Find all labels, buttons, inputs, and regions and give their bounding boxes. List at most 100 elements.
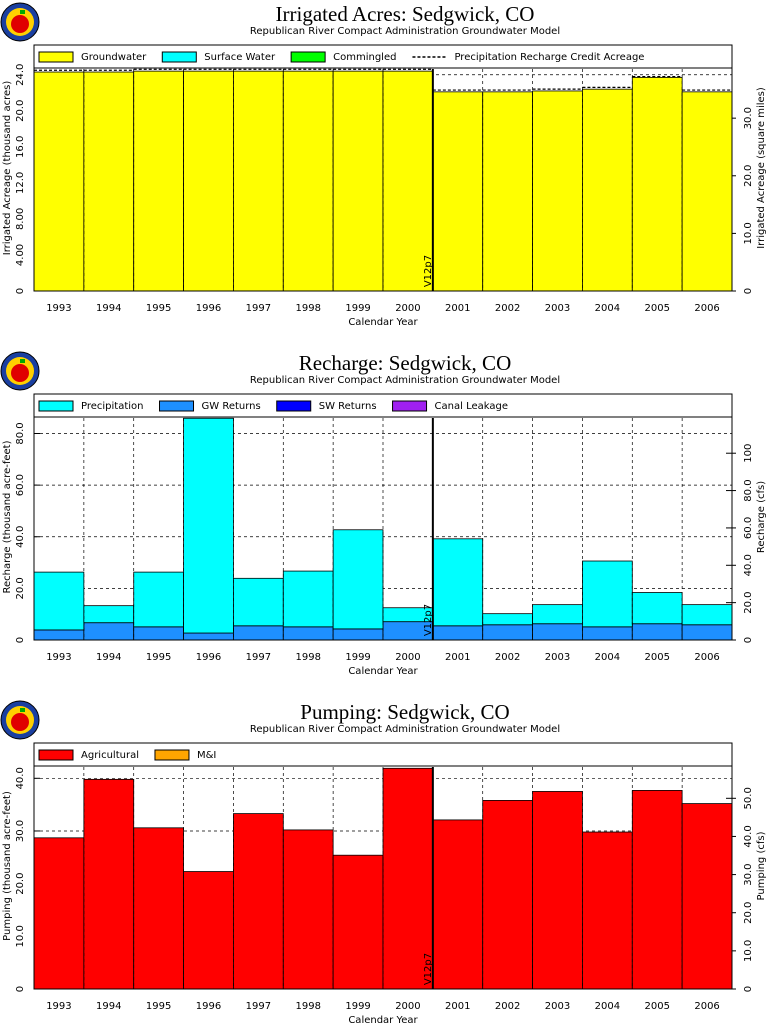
chart-subtitle: Republican River Compact Administration … (250, 26, 560, 37)
legend-label: Groundwater (81, 52, 147, 63)
chart-title: Pumping: Sedgwick, CO (300, 700, 509, 724)
x-tick-label: 1999 (345, 652, 370, 663)
legend-label: Surface Water (204, 52, 276, 63)
plot-frame (33, 742, 733, 990)
y-tick-label: 0 (15, 986, 26, 992)
bar (83, 605, 135, 624)
bar (582, 626, 633, 641)
y-tick-label: 0 (15, 637, 26, 643)
chart-title: Recharge: Sedgwick, CO (299, 351, 511, 375)
x-tick-label: 1993 (46, 1001, 71, 1012)
legend-swatch (154, 749, 190, 761)
bar (233, 577, 284, 627)
legend-label: Commingled (333, 52, 396, 63)
x-tick-label: 2005 (644, 652, 669, 663)
legend-swatch (159, 400, 195, 412)
x-tick-label: 2006 (694, 652, 719, 663)
x-tick-label: 1995 (146, 1001, 171, 1012)
x-tick-label: 2000 (395, 652, 420, 663)
logo-leaf (20, 708, 25, 712)
bar (681, 91, 733, 292)
x-tick-label: 2003 (545, 1001, 570, 1012)
y2-tick-label: 60.0 (743, 517, 754, 539)
y2-tick-label: 80.0 (743, 479, 754, 501)
x-tick-label: 1993 (46, 303, 71, 314)
y-tick-label: 20.0 (15, 577, 26, 599)
y-tick-label: 24.0 (15, 64, 26, 86)
bar (233, 813, 284, 990)
x-tick-label: 2006 (694, 303, 719, 314)
x-tick-label: 2004 (595, 303, 620, 314)
bar (532, 623, 583, 641)
bar (282, 70, 334, 292)
bar (631, 790, 683, 990)
bar (133, 70, 184, 292)
x-tick-label: 1994 (96, 303, 121, 314)
logo-apple (11, 713, 29, 731)
bar (482, 613, 533, 626)
y2-tick-label: 0 (743, 637, 754, 643)
bar (582, 88, 633, 292)
y2-tick-label: 20.0 (743, 165, 754, 187)
legend-swatch (392, 400, 428, 412)
bar (83, 778, 135, 990)
y2-axis-label: Recharge (cfs) (756, 481, 767, 553)
logo-apple (11, 15, 29, 33)
x-axis-label: Calendar Year (348, 1015, 418, 1024)
bar (83, 622, 135, 641)
y2-tick-label: 20.0 (743, 592, 754, 614)
legend-swatch (38, 749, 74, 761)
legend-label: Agricultural (81, 750, 139, 761)
x-tick-label: 2006 (694, 1001, 719, 1012)
y-tick-label: 12.0 (15, 172, 26, 194)
bar (183, 417, 234, 634)
bar (631, 623, 683, 641)
y-tick-label: 30.0 (15, 820, 26, 842)
y-axis-label: Pumping (thousand acre-feet) (2, 791, 13, 941)
x-tick-label: 2002 (495, 303, 520, 314)
x-tick-label: 1996 (196, 303, 221, 314)
y2-tick-label: 40.0 (743, 825, 754, 847)
y-tick-label: 4.00 (15, 244, 26, 266)
bar (183, 632, 234, 641)
y-tick-label: 20.0 (15, 100, 26, 122)
y2-tick-label: 40.0 (743, 554, 754, 576)
y2-tick-label: 0 (743, 288, 754, 294)
bar (282, 829, 334, 990)
legend-label: SW Returns (319, 401, 377, 412)
y-tick-label: 8.00 (15, 208, 26, 230)
bar (332, 529, 384, 630)
x-tick-label: 1998 (295, 1001, 320, 1012)
bar (33, 837, 85, 990)
y2-axis-label: Irrigated Acreage (square miles) (756, 87, 767, 249)
bar (432, 625, 484, 641)
legend-swatch (38, 51, 74, 63)
chart-title: Irrigated Acres: Sedgwick, CO (276, 2, 535, 26)
y2-tick-label: 50.0 (743, 787, 754, 809)
bar (582, 831, 633, 990)
x-tick-label: 1997 (246, 1001, 271, 1012)
legend-label: GW Returns (202, 401, 261, 412)
x-axis-label: Calendar Year (348, 317, 418, 328)
logo-leaf (20, 10, 25, 14)
bar (33, 629, 85, 641)
y2-tick-label: 30.0 (743, 863, 754, 885)
y-tick-label: 0 (15, 288, 26, 294)
y-tick-label: 40.0 (15, 526, 26, 548)
y2-tick-label: 100 (743, 444, 754, 463)
y2-tick-label: 20.0 (743, 902, 754, 924)
bar (33, 571, 85, 631)
x-tick-label: 1995 (146, 652, 171, 663)
x-tick-label: 1997 (246, 652, 271, 663)
annotation: V12p7 (423, 953, 434, 985)
bar (33, 71, 85, 292)
bar (631, 592, 683, 625)
y-tick-label: 60.0 (15, 474, 26, 496)
legend-label: M&I (197, 750, 216, 761)
legend-swatch (290, 51, 326, 63)
legend-label: Canal Leakage (435, 401, 508, 412)
y-tick-label: 20.0 (15, 873, 26, 895)
legend-swatch (38, 400, 74, 412)
bar (432, 819, 484, 990)
